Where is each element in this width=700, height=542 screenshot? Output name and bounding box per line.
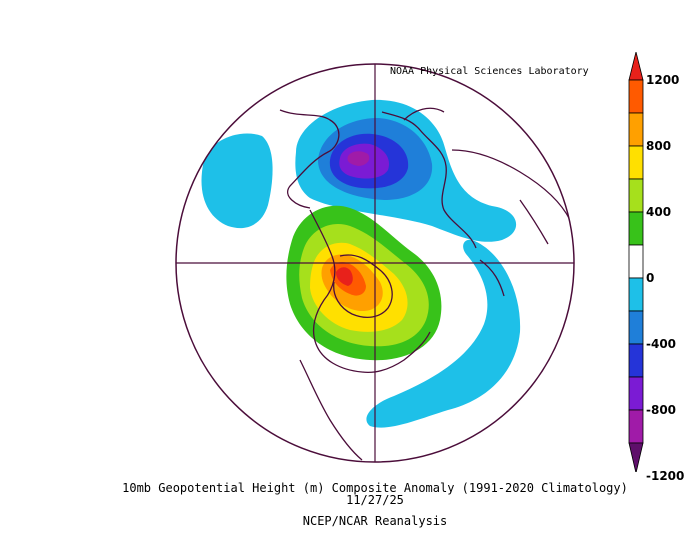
colorbar-tick-label: 1200 — [646, 73, 680, 87]
caption-source: NCEP/NCAR Reanalysis — [302, 514, 448, 528]
colorbar-tick-label: -400 — [646, 337, 677, 351]
colorbar-level — [628, 277, 644, 312]
caption-date: 11/27/25 — [346, 493, 404, 507]
colorbar-level — [628, 178, 644, 213]
credit-label: NOAA Physical Sciences Laboratory — [390, 66, 589, 77]
colorbar-tick-label: 800 — [646, 139, 672, 153]
anomaly-negative-north-peak — [347, 151, 370, 166]
colorbar-level — [628, 442, 644, 472]
colorbar-level — [628, 244, 644, 279]
anomaly-negative-west — [201, 133, 273, 229]
colorbar-tick-label: -1200 — [646, 469, 685, 483]
colorbar-level — [628, 79, 644, 114]
caption-title: 10mb Geopotential Height (m) Composite A… — [122, 481, 628, 495]
colorbar-level — [628, 409, 644, 444]
colorbar-level — [628, 112, 644, 147]
colorbar-level — [628, 343, 644, 378]
anomaly-positive-peak — [336, 267, 353, 286]
colorbar-level — [628, 52, 644, 81]
graticule — [176, 64, 574, 462]
map-boundary — [175, 63, 575, 463]
colorbar-tick-label: 400 — [646, 205, 672, 219]
colorbar-level — [628, 376, 644, 411]
colorbar-level — [628, 211, 644, 246]
colorbar — [628, 52, 644, 472]
colorbar-level — [628, 310, 644, 345]
colorbar-tick-label: 0 — [646, 271, 655, 285]
colorbar-tick-label: -800 — [646, 403, 677, 417]
colorbar-level — [628, 145, 644, 180]
anomaly-negative-east — [366, 239, 521, 428]
